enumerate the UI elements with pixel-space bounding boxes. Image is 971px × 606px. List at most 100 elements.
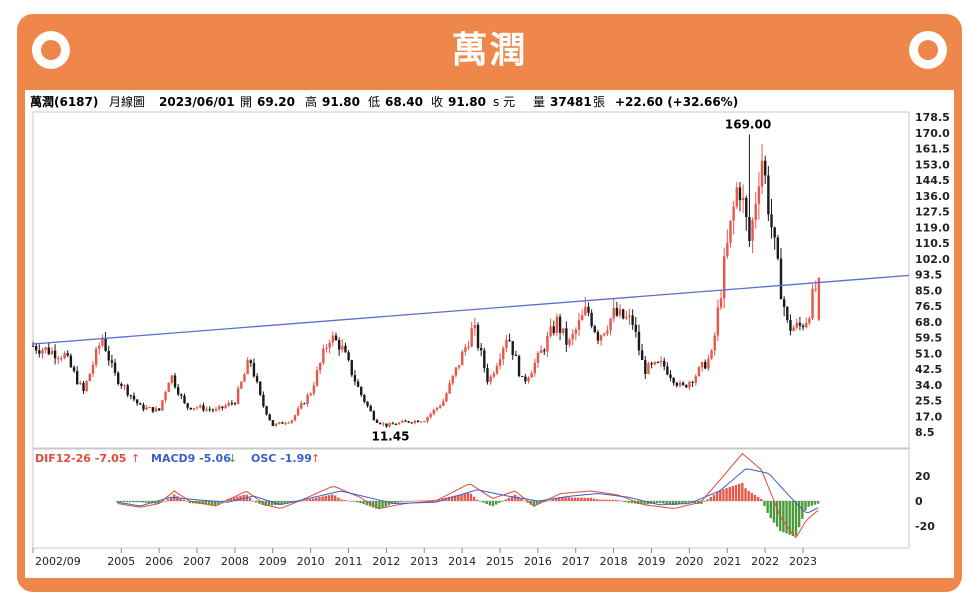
osc-bar (700, 501, 703, 504)
osc-bar (308, 499, 312, 501)
price-tick-label: 153.0 (915, 158, 950, 171)
osc-bar (409, 501, 413, 502)
candle-body (126, 385, 129, 396)
stock-name: 萬潤(6187) (30, 94, 98, 109)
x-tick-label: 2016 (524, 555, 552, 568)
osc-bar (349, 501, 353, 502)
candle-body (543, 350, 546, 352)
osc-bar (703, 501, 706, 502)
osc-bar (210, 501, 214, 506)
candle-body (151, 407, 155, 412)
candle-body (205, 408, 208, 411)
price-tick-label: 59.5 (915, 332, 942, 345)
candle-body (745, 197, 748, 218)
candle-body (315, 370, 319, 386)
candle-body (98, 345, 101, 349)
candle-body (511, 341, 514, 355)
candle-body (476, 324, 480, 348)
volume-label: 量 (533, 95, 545, 109)
osc-bar (431, 499, 435, 501)
osc-bar (517, 496, 520, 501)
osc-bar (334, 495, 337, 501)
osc-bar (119, 501, 122, 503)
candle-body (520, 375, 524, 377)
x-tick-label: 2023 (789, 555, 817, 568)
osc-bar (763, 501, 766, 506)
osc-bar (214, 501, 217, 506)
osc-bar (482, 501, 485, 503)
candle-body (167, 382, 170, 392)
header: 萬潤 (17, 14, 962, 84)
osc-bar (311, 498, 315, 501)
candle-body (533, 362, 537, 374)
candle-body (722, 256, 726, 299)
candle-body (410, 422, 413, 424)
candle-body (224, 405, 227, 408)
candle-body (360, 386, 363, 395)
osc-bar (270, 501, 274, 506)
candle-body (404, 420, 407, 422)
candle-body (524, 376, 527, 382)
osc-bar (397, 501, 400, 503)
price-tick-label: 17.0 (915, 410, 942, 423)
candle-body (505, 339, 508, 348)
osc-bar (618, 500, 621, 501)
osc-bar (614, 499, 618, 501)
candle-body (618, 309, 622, 316)
osc-bar (712, 494, 716, 501)
osc-bar (782, 501, 785, 533)
osc-bar (267, 501, 271, 506)
osc-bar (251, 500, 255, 502)
candle-body (584, 306, 587, 316)
osc-bar (337, 497, 340, 501)
candle-body (259, 381, 262, 395)
osc-bar (810, 501, 813, 506)
candle-body (656, 361, 660, 363)
candle-body (653, 361, 656, 365)
osc-bar (567, 497, 570, 501)
osc-bar (813, 501, 817, 505)
candle-body (34, 345, 38, 351)
candle-body (568, 339, 571, 345)
osc-bar (185, 501, 189, 502)
candle-body (678, 382, 682, 386)
candle-body (694, 376, 697, 383)
osc-bar (182, 499, 185, 501)
osc-bar (403, 501, 406, 502)
candle-body (378, 422, 382, 424)
osc-bar (425, 500, 428, 501)
osc-bar (561, 496, 564, 501)
candle-body (571, 333, 574, 340)
candle-body (202, 405, 205, 411)
candle-body (344, 345, 347, 353)
candle-body (50, 350, 54, 355)
candle-body (767, 175, 770, 215)
candle-body (246, 360, 249, 375)
candle-body (697, 367, 701, 377)
osc-bar (681, 501, 684, 504)
osc-bar (589, 497, 593, 501)
candle-body (341, 345, 344, 350)
price-tick-label: 136.0 (915, 190, 950, 203)
osc-bar (586, 497, 589, 501)
candle-body (631, 315, 634, 325)
price-tick-label: 8.5 (915, 426, 935, 439)
osc-bar (472, 496, 476, 501)
osc-bar (520, 498, 523, 501)
macd-tick-label: 20 (915, 470, 931, 483)
candle-body (91, 365, 95, 374)
candle-body (558, 316, 562, 333)
x-tick-label: 2006 (145, 555, 173, 568)
candle-body (423, 421, 426, 423)
annotations: 169.00 11.45 (371, 118, 771, 444)
candle-body (454, 367, 458, 376)
candle-body (685, 384, 688, 388)
price-plot-border (32, 111, 910, 449)
dif-up-arrow-icon: ↑ (131, 452, 140, 465)
candle-body (593, 326, 596, 332)
trendline-layer (32, 274, 910, 345)
candle-body (183, 395, 186, 404)
osc-bar (154, 501, 157, 504)
osc-legend: OSC -1.99 (251, 452, 312, 465)
osc-bar (422, 500, 425, 501)
